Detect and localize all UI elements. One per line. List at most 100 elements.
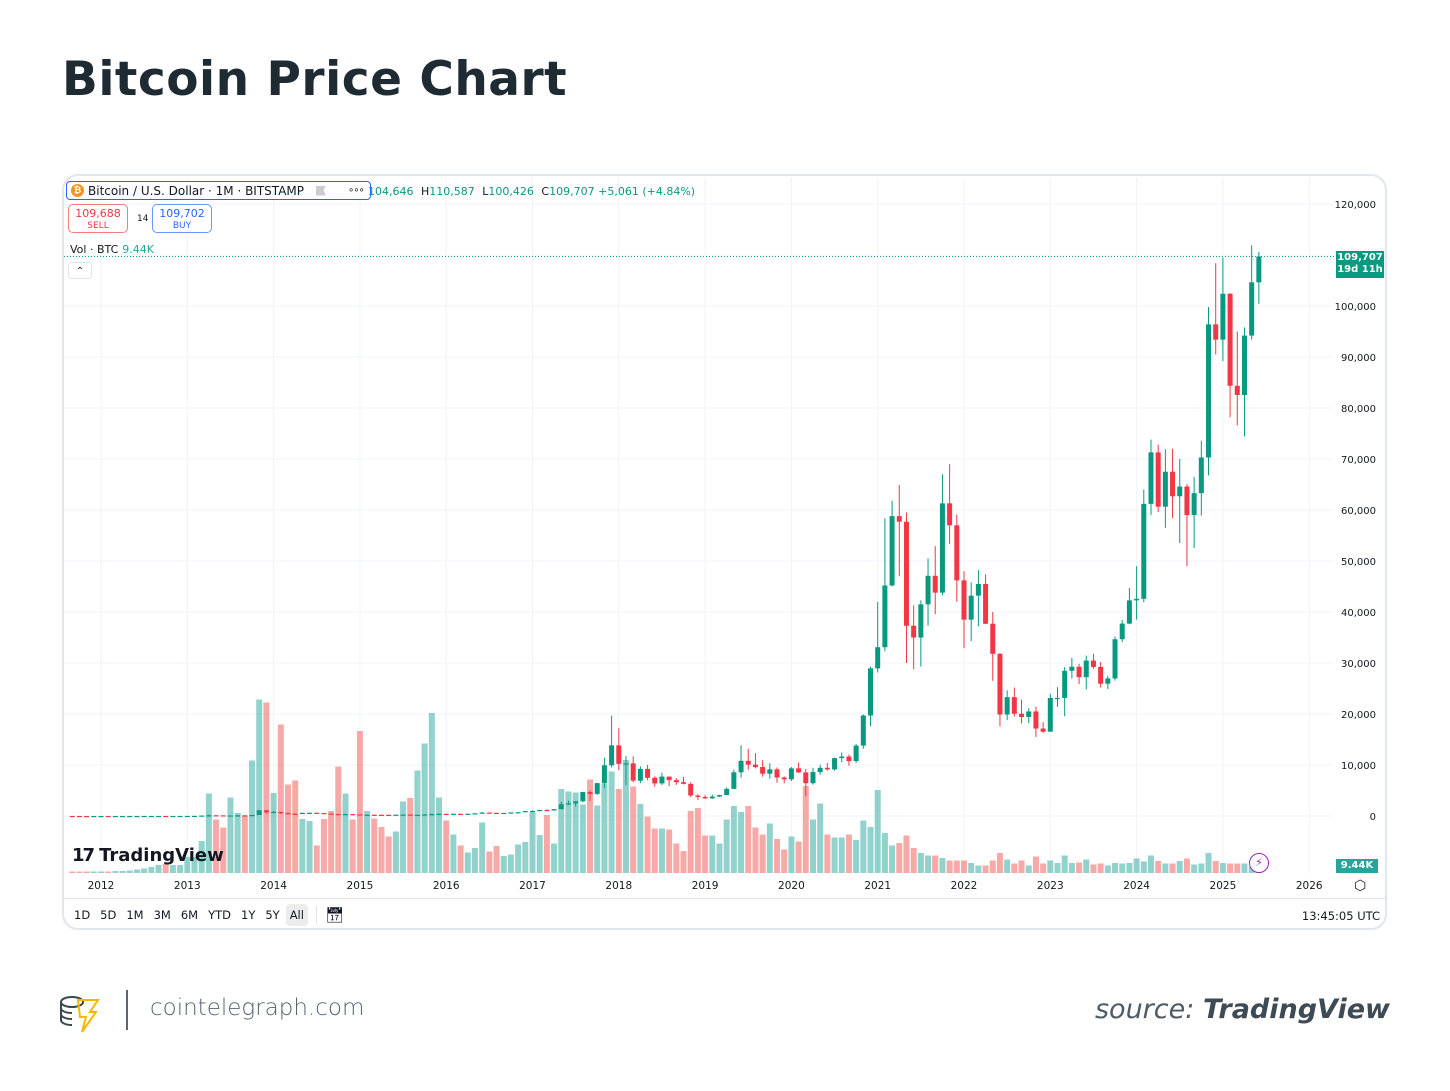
candle-body: [882, 585, 888, 648]
calendar-goto-icon[interactable]: 📅︎: [324, 906, 344, 924]
x-tick-label: 2024: [1123, 880, 1150, 892]
volume-bar: [1004, 859, 1011, 873]
symbol-name: Bitcoin / U.S. Dollar · 1M · BITSTAMP: [88, 183, 304, 198]
volume-bar: [579, 804, 586, 873]
volume-bar: [601, 783, 608, 873]
volume-bar: [953, 860, 960, 873]
watermark-text: TradingView: [99, 845, 224, 866]
candle-body: [1213, 324, 1219, 340]
buy-button[interactable]: 109,702 BUY: [152, 204, 212, 233]
volume-bar: [1119, 863, 1126, 873]
volume-bar: [443, 820, 450, 873]
volume-bar: [903, 835, 910, 873]
x-tick-label: 2019: [692, 880, 719, 892]
candle-body: [824, 767, 830, 770]
volume-bar: [83, 871, 90, 873]
candle-body: [501, 812, 507, 815]
volume-bar: [1162, 863, 1169, 873]
candle-body: [781, 777, 787, 780]
candle-body: [738, 760, 744, 773]
candle-body: [637, 768, 643, 781]
volume-bar: [1018, 860, 1025, 873]
volume-bar: [781, 849, 788, 873]
range-5y[interactable]: 5Y: [265, 908, 280, 922]
volume-bar: [392, 831, 399, 873]
candle-body: [1105, 678, 1111, 684]
volume-bar: [961, 860, 967, 873]
volume-bar: [500, 856, 507, 873]
volume-bar: [594, 805, 601, 873]
buy-label: BUY: [172, 221, 192, 231]
collapse-legend-button[interactable]: ⌃: [68, 262, 92, 279]
volume-bar: [1212, 861, 1219, 873]
candle-body: [278, 811, 284, 814]
flag-icon[interactable]: [316, 185, 326, 196]
candle-body: [299, 812, 305, 814]
range-5d[interactable]: 5D: [100, 908, 117, 922]
range-3m[interactable]: 3M: [153, 908, 171, 922]
lightning-icon[interactable]: ⚡: [1249, 853, 1269, 873]
candle-body: [609, 745, 615, 766]
buy-price: 109,702: [159, 207, 205, 220]
candle-body: [817, 767, 823, 773]
volume-bar: [241, 815, 248, 873]
candle-body: [911, 625, 917, 638]
volume-tag: 9.44K: [1336, 859, 1378, 873]
volume-bar: [1040, 863, 1047, 873]
candle-body: [796, 768, 802, 773]
range-all[interactable]: All: [285, 904, 308, 926]
ohlc-readout: 104,646 H110,587 L100,426 C109,707 +5,06…: [368, 185, 695, 198]
volume-bar: [622, 760, 629, 873]
close-value: 109,707: [549, 185, 595, 198]
volume-bar: [673, 843, 680, 873]
volume-bar: [277, 724, 284, 873]
volume-bar: [939, 858, 946, 873]
volume-bar: [119, 871, 126, 873]
candle-body: [400, 814, 406, 816]
range-1m[interactable]: 1M: [126, 908, 144, 922]
candle-body: [148, 815, 154, 818]
page-title: Bitcoin Price Chart: [62, 52, 568, 107]
volume-bar: [1126, 863, 1133, 873]
range-1y[interactable]: 1Y: [241, 908, 256, 922]
tradingview-watermark[interactable]: 17 TradingView: [72, 845, 224, 866]
volume-bar: [702, 835, 709, 873]
volume-bar: [716, 843, 723, 873]
sell-button[interactable]: 109,688 SELL: [68, 204, 128, 233]
candle-body: [213, 815, 219, 817]
candle-body: [1076, 666, 1082, 678]
candle-body: [673, 780, 679, 783]
volume-bar: [263, 702, 270, 873]
volume-bar: [414, 770, 421, 873]
volume-bar: [881, 833, 888, 873]
volume-bar: [889, 845, 896, 873]
more-options-icon[interactable]: ∘∘∘: [348, 185, 365, 196]
settings-icon[interactable]: ⬡: [1354, 878, 1367, 894]
utc-clock[interactable]: 13:45:05 UTC: [1301, 909, 1380, 923]
candle-body: [141, 815, 147, 818]
candle-body: [587, 792, 593, 794]
chevron-up-icon: ⌃: [75, 266, 85, 277]
volume-bar: [680, 851, 687, 873]
volume-bar: [558, 789, 565, 873]
candle-body: [954, 525, 960, 581]
candle-body: [839, 756, 845, 759]
candle-body: [1206, 324, 1212, 458]
symbol-legend[interactable]: ₿ Bitcoin / U.S. Dollar · 1M · BITSTAMP …: [66, 181, 371, 200]
volume-value: 9.44K: [122, 243, 154, 256]
range-6m[interactable]: 6M: [180, 908, 199, 922]
candle-body: [350, 814, 356, 816]
volume-bar: [1169, 863, 1176, 873]
volume-bar: [1054, 863, 1061, 873]
range-1d[interactable]: 1D: [74, 908, 91, 922]
x-tick-label: 2020: [778, 880, 805, 892]
x-tick-label: 2014: [260, 880, 287, 892]
x-tick-label: 2016: [433, 880, 460, 892]
range-ytd[interactable]: YTD: [208, 908, 231, 922]
candle-body: [983, 583, 989, 624]
volume-bar: [1032, 856, 1039, 873]
volume-bar: [205, 793, 212, 873]
candle-body: [1148, 452, 1154, 504]
y-tick-label: 100,000: [1335, 302, 1376, 313]
